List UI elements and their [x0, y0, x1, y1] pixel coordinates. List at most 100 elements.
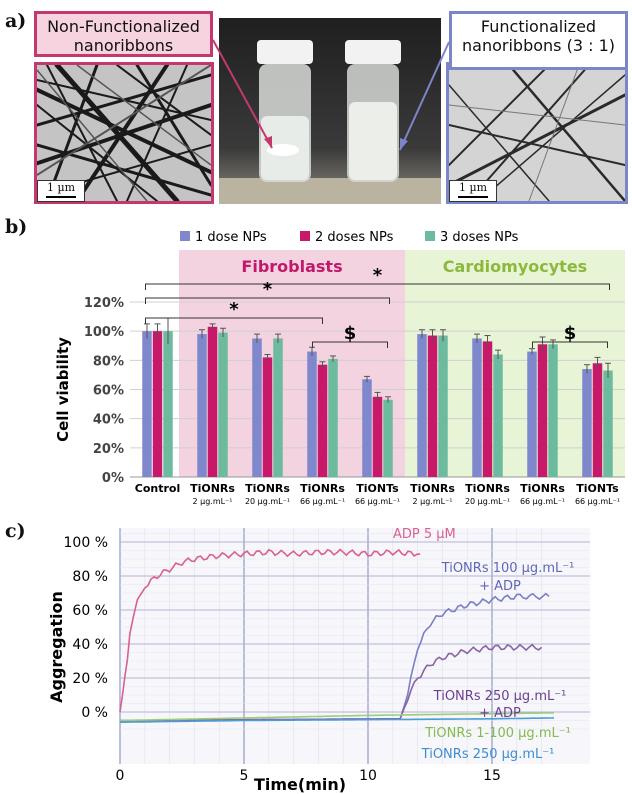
callout-arrows: [212, 39, 450, 151]
bars: [142, 317, 613, 477]
series-line-4: [119, 712, 555, 722]
y-tick-c-4: 80 %: [72, 569, 108, 585]
vials-photo: [219, 18, 441, 204]
label-non-functionalized-line1: Non-Functionalized: [47, 17, 200, 36]
bar-1-6: [472, 338, 482, 477]
panel-a-letter: a): [5, 10, 27, 32]
bar-2-0: [152, 331, 163, 477]
bar-3-3: [328, 358, 338, 477]
bar-3-0: [163, 331, 173, 477]
label-functionalized: Functionalized nanoribbons (3 : 1): [449, 11, 628, 70]
legend-label-2: 2 doses NPs: [315, 230, 394, 245]
x-axis-label: Time(min): [254, 775, 346, 794]
label-onr250-line2: + ADP: [479, 706, 521, 721]
y-tick-c-3: 60 %: [72, 603, 108, 619]
bar-3-2: [273, 338, 283, 477]
bar-1-4: [362, 379, 372, 477]
series-lines: [119, 548, 555, 723]
y-axis-label-aggregation: Aggregation: [47, 591, 66, 703]
scale-bar-right-label: 1 µm: [458, 181, 488, 194]
x-subtick-2: 20 µg.mL⁻¹: [245, 497, 290, 506]
x-subtick-3: 66 µg.mL⁻¹: [300, 497, 345, 506]
y-tick-3: 60%: [93, 384, 124, 399]
y-tick-labels: 0% 20% 40% 60% 80% 100% 120%: [84, 296, 124, 486]
x-tick-2: TiONRs: [245, 482, 290, 495]
arrowhead-non-functionalized: [264, 136, 272, 148]
arrowhead-functionalized: [400, 138, 408, 150]
bracket-cardio-dollar-symbol: $: [564, 323, 577, 344]
bar-2-4: [372, 396, 383, 477]
cell-viability-bar-chart: Fibroblasts Cardiomyocytes 1 dose NPs 2 d…: [54, 230, 625, 506]
scale-bar-right: 1 µm: [449, 180, 497, 202]
bracket-control-tionrs66-fib: [145, 317, 323, 324]
legend-swatch-1: [180, 231, 190, 241]
label-onr100-line1: TiONRs 100 µg.mL⁻¹: [441, 561, 575, 576]
y-axis-label: Cell viability: [54, 337, 72, 442]
bar-1-1: [197, 334, 207, 477]
x-subtick-5: 2 µg.mL⁻¹: [412, 497, 452, 506]
bar-2-1: [207, 326, 218, 477]
grid: [119, 528, 590, 764]
bar-2-6: [482, 341, 493, 477]
bracket-control-tionts-fib: [145, 297, 390, 304]
label-functionalized-line2: nanoribbons (3 : 1): [462, 36, 615, 55]
x-tick-c-2: 10: [359, 768, 377, 784]
x-tick-8: TiONTs: [576, 482, 619, 495]
y-tick-4: 80%: [93, 354, 124, 369]
series-line-5: [120, 717, 555, 723]
x-tick-7: TiONRs: [520, 482, 565, 495]
arrow-functionalized: [399, 41, 450, 151]
label-non-functionalized: Non-Functionalized nanoribbons: [34, 11, 213, 57]
nanoribbon-texture-functionalized: [449, 65, 625, 201]
bar-3-4: [383, 399, 393, 477]
legend-label-1: 1 dose NPs: [195, 230, 267, 245]
panel-b-letter: b): [5, 216, 28, 238]
bracket-control-tionrs66-fib-symbol: *: [229, 299, 239, 320]
legend: 1 dose NPs 2 doses NPs 3 doses NPs: [180, 230, 519, 245]
label-onr100-line2: + ADP: [479, 579, 521, 594]
x-tick-c-1: 5: [240, 768, 249, 784]
legend-label-3: 3 doses NPs: [440, 230, 519, 245]
label-onr250: TiONRs 250 µg.mL⁻¹: [421, 747, 555, 762]
bracket-control-tionts-cardio-symbol: *: [373, 265, 383, 286]
x-tick-labels: 0 5 10 15: [116, 768, 501, 784]
bar-2-5: [427, 335, 438, 477]
bar-1-3: [307, 351, 317, 477]
series-line-1: [119, 548, 421, 713]
bar-1-8: [582, 369, 592, 477]
bracket-cardio-dollar: [532, 341, 608, 348]
y-tick-c-1: 20 %: [72, 671, 108, 687]
scale-bar-left: 1 µm: [37, 180, 85, 202]
bar-1-7: [527, 351, 537, 477]
tem-image-non-functionalized: [34, 62, 214, 204]
y-tick-c-2: 40 %: [72, 637, 108, 653]
y-tick-1: 20%: [93, 442, 124, 457]
panel-c-letter: c): [5, 520, 26, 542]
x-subtick-6: 20 µg.mL⁻¹: [465, 497, 510, 506]
y-tick-2: 40%: [93, 413, 124, 428]
y-tick-c-0: 0 %: [81, 705, 108, 721]
bracket-control-tionts-fib-symbol: *: [263, 279, 273, 300]
x-tick-1: TiONRs: [190, 482, 235, 495]
y-tick-6: 120%: [84, 296, 124, 311]
bar-2-7: [537, 344, 548, 477]
bracket-fib-dollar: [312, 341, 388, 348]
label-onr250-line1: TiONRs 250 µg.mL⁻¹: [433, 689, 567, 704]
bar-3-7: [548, 344, 558, 477]
x-subtick-4: 66 µg.mL⁻¹: [355, 497, 400, 506]
nanoribbon-texture: [37, 65, 211, 201]
x-subtick-1: 2 µg.mL⁻¹: [192, 497, 232, 506]
x-tick-labels: Control TiONRs 2 µg.mL⁻¹ TiONRs 20 µg.mL⁻¹ Ti…: [135, 482, 620, 506]
bar-1-2: [252, 338, 262, 477]
bar-1-5: [417, 334, 427, 477]
scale-bar-left-label: 1 µm: [46, 181, 76, 194]
cardiomyocytes-label: Cardiomyocytes: [443, 257, 587, 276]
aggregation-line-chart: 0 % 20 % 40 % 60 % 80 % 100 % 0 5 10 15 ADP 5 µM…: [47, 527, 590, 794]
arrow-non-functionalized: [212, 39, 273, 149]
x-tick-c-3: 15: [483, 768, 501, 784]
bracket-control-tionts-cardio: [145, 283, 610, 290]
x-tick-c-0: 0: [116, 768, 125, 784]
legend-swatch-3: [425, 231, 435, 241]
label-non-functionalized-line2: nanoribbons: [73, 36, 174, 55]
bar-3-8: [603, 370, 613, 477]
